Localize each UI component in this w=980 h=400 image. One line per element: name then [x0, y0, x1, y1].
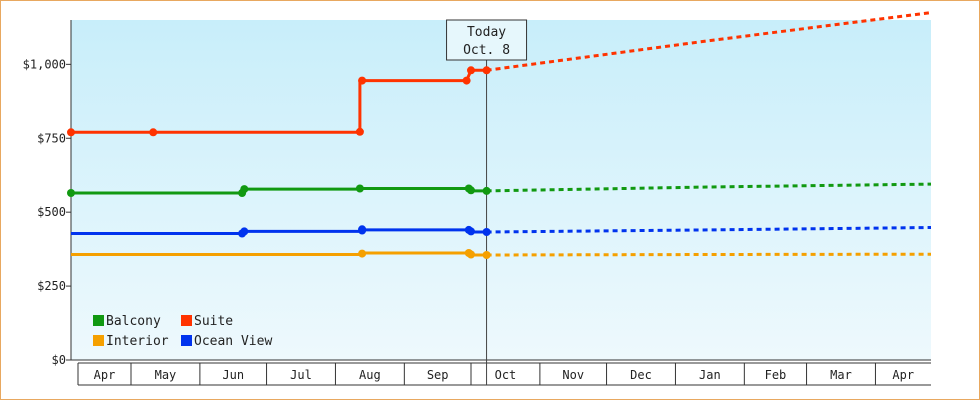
today-date: Oct. 8 — [463, 43, 510, 58]
y-axis: $0 $250 $500 $750 $1,000 — [23, 20, 72, 367]
x-tick-label: Dec — [630, 368, 652, 382]
series-forecast-line — [486, 11, 932, 72]
data-point — [355, 184, 364, 193]
series-ocean-view — [71, 225, 932, 238]
legend-label: Ocean View — [194, 334, 272, 349]
series-group — [67, 11, 932, 259]
data-point — [482, 228, 491, 236]
legend-label: Interior — [106, 334, 169, 349]
data-point — [482, 186, 491, 195]
y-tick-label: $500 — [37, 205, 66, 219]
x-tick-label: Oct — [495, 368, 517, 382]
data-point — [358, 76, 367, 85]
data-point — [240, 227, 249, 236]
series-balcony — [67, 182, 932, 197]
today-marker: Today Oct. 8 — [446, 19, 528, 385]
legend: Balcony Suite Interior Ocean View — [93, 314, 272, 349]
data-point — [467, 250, 475, 259]
x-tick-label: Aug — [359, 368, 381, 382]
data-point — [240, 185, 249, 194]
legend-swatch — [181, 335, 192, 346]
legend-label: Suite — [194, 314, 233, 329]
series-suite — [67, 11, 932, 137]
x-tick-label: Apr — [892, 368, 914, 382]
data-point — [467, 186, 475, 195]
legend-swatch — [181, 315, 192, 326]
y-tick-label: $1,000 — [23, 57, 66, 71]
legend-item-ocean-view: Ocean View — [181, 334, 272, 349]
series-forecast-line — [486, 252, 932, 257]
y-tick-label: $0 — [52, 353, 66, 367]
legend-swatch — [93, 315, 104, 326]
series-forecast-line — [486, 226, 932, 234]
y-tick-label: $750 — [37, 131, 66, 145]
data-point — [358, 249, 367, 258]
data-point — [149, 128, 158, 137]
x-tick-label: May — [155, 368, 177, 382]
legend-swatch — [93, 335, 104, 346]
x-tick-label: Feb — [765, 368, 787, 382]
data-point — [462, 76, 471, 85]
plot-background — [71, 20, 931, 360]
data-point — [355, 127, 364, 136]
legend-item-balcony: Balcony — [93, 314, 161, 329]
x-tick-label: Jan — [699, 368, 721, 382]
data-point — [467, 227, 475, 236]
x-axis: Apr May Jun Jul Aug Sep Oct Nov Dec Jan Feb Mar Apr — [71, 359, 931, 386]
x-tick-label: Sep — [427, 368, 449, 382]
x-tick-label: Mar — [830, 368, 852, 382]
x-tick-label: Nov — [562, 368, 584, 382]
legend-item-suite: Suite — [181, 314, 233, 329]
x-tick-label: Jul — [290, 368, 312, 382]
x-tick-label: Jun — [222, 368, 244, 382]
today-label-box — [446, 19, 528, 61]
legend-label: Balcony — [106, 314, 161, 329]
series-interior — [71, 249, 932, 259]
x-tick-label: Apr — [94, 368, 116, 382]
y-tick-label: $250 — [37, 279, 66, 293]
legend-item-interior: Interior — [93, 334, 169, 349]
data-point — [467, 66, 475, 75]
today-label: Today — [467, 25, 506, 40]
data-point — [67, 189, 75, 197]
series-forecast-line — [486, 182, 932, 193]
data-point — [482, 251, 491, 259]
data-point — [358, 225, 367, 234]
data-point — [482, 66, 491, 75]
data-point — [67, 128, 75, 137]
